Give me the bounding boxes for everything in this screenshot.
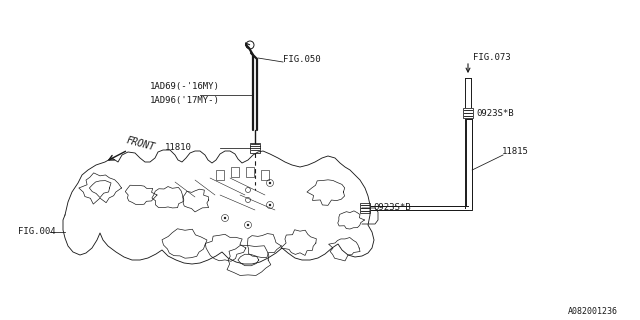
Text: 11815: 11815 <box>502 148 529 156</box>
Circle shape <box>269 204 271 206</box>
Text: 1AD96('17MY-): 1AD96('17MY-) <box>150 97 220 106</box>
Text: A082001236: A082001236 <box>568 308 618 316</box>
Circle shape <box>224 217 226 219</box>
Bar <box>250 143 260 153</box>
Bar <box>246 167 254 177</box>
Text: 0923S*B: 0923S*B <box>476 108 514 117</box>
Text: 11810: 11810 <box>165 143 192 153</box>
Text: FIG.004: FIG.004 <box>18 228 56 236</box>
Bar <box>216 170 224 180</box>
Circle shape <box>247 224 249 226</box>
Text: FIG.050: FIG.050 <box>283 55 321 65</box>
Bar <box>463 108 473 118</box>
Bar <box>231 167 239 177</box>
Circle shape <box>269 182 271 184</box>
Text: 0923S*B: 0923S*B <box>373 204 411 212</box>
Bar <box>261 170 269 180</box>
Bar <box>360 203 370 213</box>
Text: 1AD69(-'16MY): 1AD69(-'16MY) <box>150 83 220 92</box>
Text: FRONT: FRONT <box>125 135 156 153</box>
Text: FIG.073: FIG.073 <box>473 53 511 62</box>
